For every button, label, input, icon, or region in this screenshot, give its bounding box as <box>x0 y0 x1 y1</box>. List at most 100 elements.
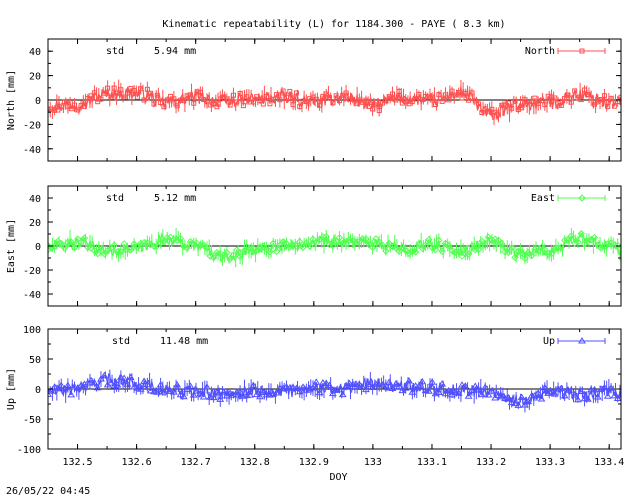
data-point <box>499 102 505 108</box>
data-point <box>396 88 402 94</box>
data-point <box>512 98 518 104</box>
data-point <box>574 395 582 403</box>
data-point <box>203 244 211 253</box>
data-point <box>583 395 592 402</box>
data-point <box>250 99 256 105</box>
data-point <box>409 99 415 105</box>
y-tick-label: 20 <box>29 72 41 83</box>
data-point <box>151 101 157 107</box>
data-point <box>524 397 533 405</box>
data-point <box>87 376 95 384</box>
data-point <box>389 91 395 97</box>
data-point <box>349 236 357 245</box>
data-point <box>362 385 370 393</box>
std-label: std <box>106 193 124 204</box>
data-point <box>131 88 137 94</box>
data-point <box>123 380 132 387</box>
data-point <box>299 243 307 252</box>
legend-label: North <box>525 46 555 57</box>
data-point <box>564 236 572 244</box>
data-point <box>421 241 430 249</box>
data-point <box>405 249 413 257</box>
data-point <box>613 394 621 402</box>
data-point <box>120 374 129 381</box>
data-point <box>160 237 168 246</box>
data-point <box>597 244 605 252</box>
data-point <box>166 387 175 394</box>
data-point <box>539 98 545 104</box>
data-point <box>71 102 77 108</box>
data-point <box>201 97 207 103</box>
data-point <box>289 383 297 391</box>
data-point <box>275 384 284 391</box>
data-point <box>464 392 473 399</box>
data-point <box>239 247 248 256</box>
data-point <box>570 239 579 247</box>
data-point <box>497 392 506 400</box>
data-point <box>133 243 142 251</box>
data-point <box>193 387 201 394</box>
data-point <box>607 384 615 391</box>
data-point <box>158 100 164 106</box>
data-point <box>292 384 301 391</box>
data-point <box>186 237 195 246</box>
data-point <box>456 90 462 96</box>
y-tick-label: 0 <box>35 242 41 253</box>
data-point <box>216 249 224 258</box>
data-point <box>48 390 52 397</box>
data-point <box>383 97 389 103</box>
data-point <box>87 244 95 252</box>
data-point <box>471 382 480 389</box>
data-point <box>428 243 436 252</box>
data-point <box>209 253 218 262</box>
data-point <box>189 391 198 398</box>
data-point <box>376 108 382 114</box>
x-tick-label: 133.3 <box>535 457 565 468</box>
data-point <box>388 384 397 391</box>
data-point <box>368 243 377 251</box>
data-point <box>312 378 321 385</box>
data-point <box>342 240 350 248</box>
data-point <box>600 383 609 391</box>
legend-label: Up <box>543 336 555 347</box>
data-point <box>110 241 118 250</box>
data-point <box>558 102 564 108</box>
data-point <box>254 94 260 100</box>
data-point <box>405 377 413 384</box>
data-point <box>565 92 571 98</box>
data-point <box>249 381 258 389</box>
data-point <box>431 245 440 254</box>
data-point <box>425 236 433 244</box>
series-up <box>48 369 621 413</box>
data-point <box>461 382 470 389</box>
data-point <box>617 249 621 258</box>
data-point <box>330 100 336 106</box>
data-point <box>608 96 614 102</box>
legend-label: East <box>531 193 555 204</box>
data-point <box>444 386 453 394</box>
data-point <box>454 248 463 256</box>
data-point <box>544 250 552 258</box>
data-point <box>144 86 150 92</box>
data-point <box>355 380 364 387</box>
data-point <box>85 95 91 101</box>
data-point <box>478 237 486 246</box>
data-point <box>429 97 435 103</box>
data-point <box>57 381 66 389</box>
data-point <box>153 388 162 395</box>
data-point <box>445 241 453 250</box>
data-point <box>48 106 51 112</box>
data-point <box>399 100 405 106</box>
data-point <box>580 394 589 402</box>
data-point <box>78 102 84 108</box>
data-point <box>534 389 543 396</box>
data-point <box>58 104 64 110</box>
data-point <box>60 384 69 392</box>
data-point <box>166 233 175 242</box>
data-point <box>88 93 94 99</box>
data-point <box>77 238 85 246</box>
data-point <box>545 93 551 99</box>
data-point <box>567 386 576 393</box>
data-point <box>91 90 97 96</box>
data-point <box>140 377 148 384</box>
